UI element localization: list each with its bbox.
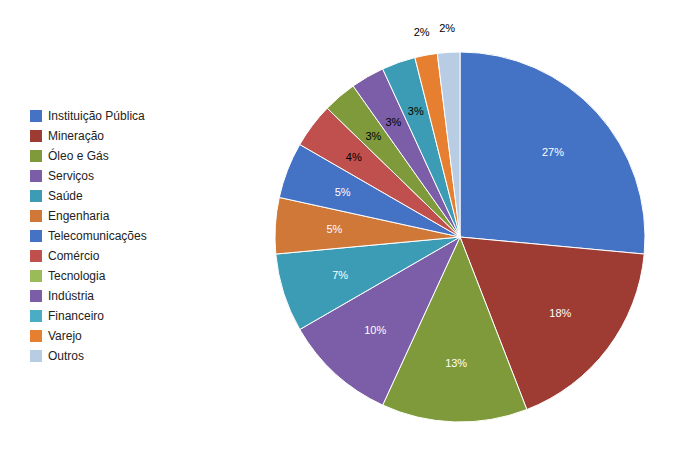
data-label: 3%: [385, 116, 401, 128]
legend-label: Óleo e Gás: [48, 148, 109, 163]
data-label: 18%: [549, 307, 571, 319]
legend-item: Engenharia: [30, 209, 110, 223]
data-label: 10%: [364, 324, 386, 336]
data-label: 13%: [445, 357, 467, 369]
legend-swatch: [30, 110, 42, 122]
pie-slice: [437, 52, 460, 237]
legend-item: Varejo: [30, 329, 82, 343]
legend-item: Tecnologia: [30, 269, 106, 283]
chart: 27%18%13%10%7%5%5%4%3%3%3%2%2%Instituiçã…: [0, 0, 700, 474]
legend-item: Saúde: [30, 189, 83, 203]
legend-item: Comércio: [30, 249, 100, 263]
legend-label: Telecomunicações: [48, 229, 147, 243]
legend-item: Serviços: [30, 169, 94, 183]
legend-label: Indústria: [48, 289, 94, 303]
data-label: 7%: [332, 269, 348, 281]
legend-label: Financeiro: [48, 309, 104, 323]
legend-label: Instituição Pública: [48, 109, 145, 123]
legend-swatch: [30, 330, 42, 342]
data-label: 2%: [439, 22, 455, 34]
data-label: 4%: [346, 151, 362, 163]
data-label: 5%: [335, 186, 351, 198]
data-labels: 27%18%13%10%7%5%5%4%3%3%3%2%2%: [326, 22, 571, 368]
legend-swatch: [30, 350, 42, 362]
pie: [275, 52, 645, 422]
legend-label: Saúde: [48, 189, 83, 203]
data-label: 2%: [414, 26, 430, 38]
legend-label: Tecnologia: [48, 269, 106, 283]
legend-swatch: [30, 210, 42, 222]
legend-swatch: [30, 310, 42, 322]
data-label: 27%: [542, 146, 564, 158]
legend-label: Varejo: [48, 329, 82, 343]
legend-swatch: [30, 170, 42, 182]
legend-label: Outros: [48, 349, 84, 363]
legend-swatch: [30, 150, 42, 162]
legend-item: Outros: [30, 349, 84, 363]
pie-slice: [460, 52, 645, 254]
legend-item: Óleo e Gás: [30, 148, 109, 163]
legend-item: Telecomunicações: [30, 229, 147, 243]
legend-label: Engenharia: [48, 209, 110, 223]
legend-label: Mineração: [48, 129, 104, 143]
legend-swatch: [30, 250, 42, 262]
legend-swatch: [30, 190, 42, 202]
legend-item: Instituição Pública: [30, 109, 145, 123]
legend: Instituição Pública Mineração Óleo e Gás Se…: [30, 109, 147, 363]
legend-swatch: [30, 230, 42, 242]
data-label: 3%: [365, 130, 381, 142]
data-label: 5%: [326, 223, 342, 235]
legend-swatch: [30, 290, 42, 302]
data-label: 3%: [408, 105, 424, 117]
legend-swatch: [30, 130, 42, 142]
legend-item: Indústria: [30, 289, 94, 303]
legend-swatch: [30, 270, 42, 282]
legend-item: Mineração: [30, 129, 104, 143]
legend-item: Financeiro: [30, 309, 104, 323]
legend-label: Serviços: [48, 169, 94, 183]
legend-label: Comércio: [48, 249, 100, 263]
